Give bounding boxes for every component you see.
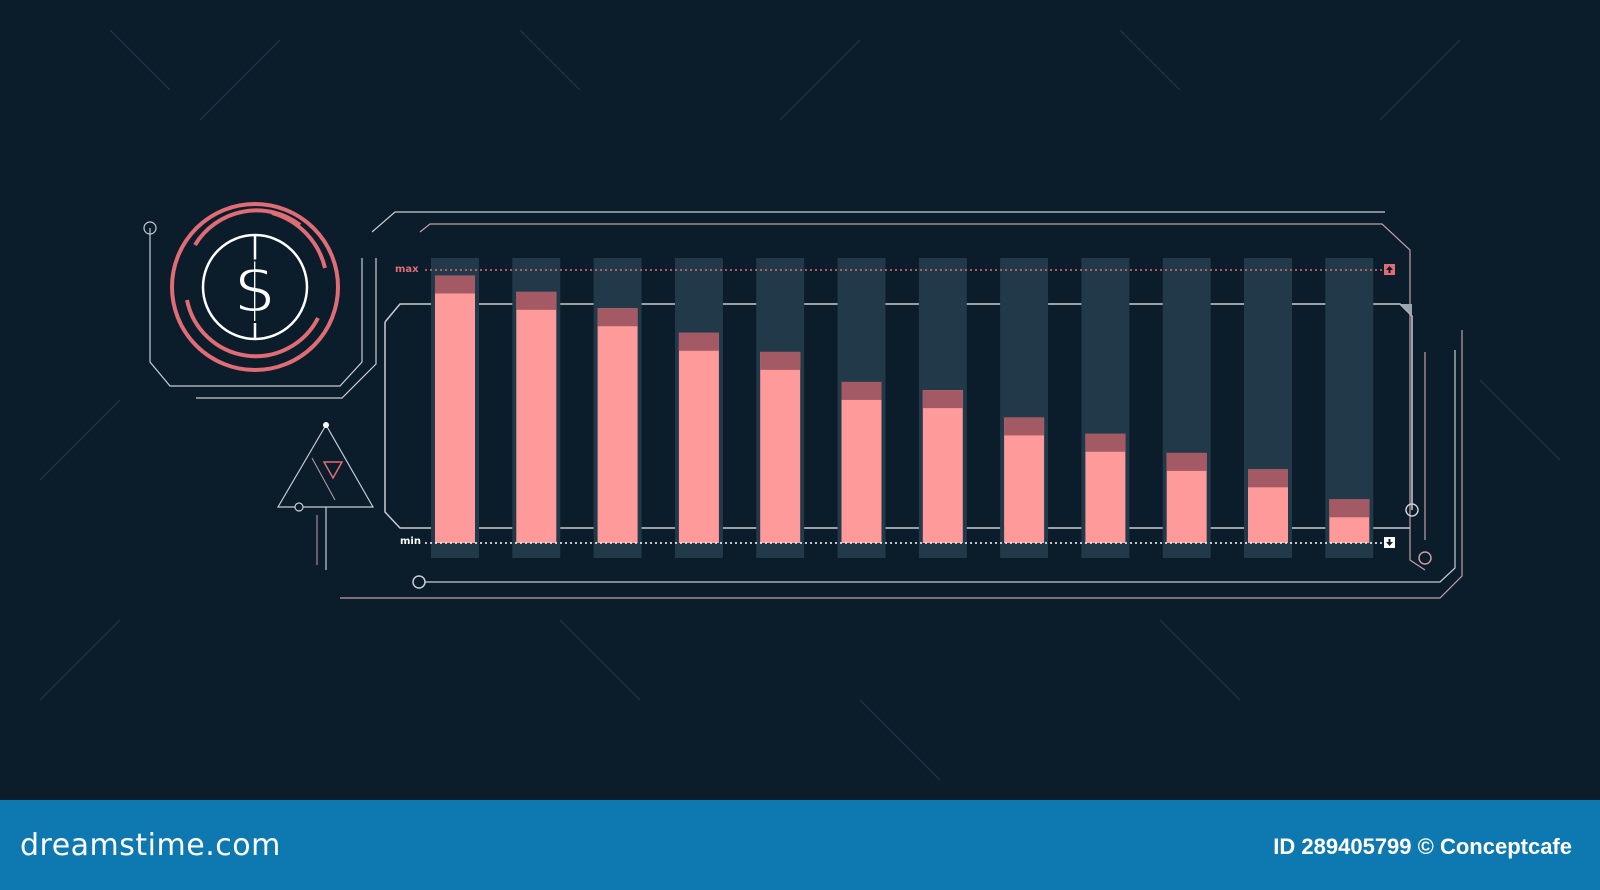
- bar-cap-12: [1329, 499, 1370, 518]
- bar-cap-3: [597, 308, 638, 327]
- bar-cap-5: [760, 351, 801, 370]
- bar-2: [516, 291, 557, 543]
- bar-cap-1: [435, 275, 475, 294]
- bar-8: [1004, 417, 1045, 543]
- bar-9: [1085, 433, 1126, 543]
- bar-7: [922, 390, 963, 543]
- bar-cap-7: [922, 390, 963, 409]
- bar-cap-2: [516, 291, 557, 310]
- arrow-down-icon: [1384, 537, 1395, 548]
- bar-cap-10: [1166, 452, 1207, 471]
- max-label: max: [395, 264, 419, 275]
- bar-5: [760, 351, 801, 543]
- dollar-coin-icon: $: [143, 202, 377, 399]
- bar-3: [597, 308, 638, 543]
- bar-cap-4: [678, 332, 719, 351]
- footer-brand[interactable]: dreamstime.com: [20, 828, 281, 863]
- footer-credit: ID 289405799 © Conceptcafe: [1273, 834, 1572, 859]
- triangle-warning-icon: [276, 422, 375, 570]
- watermark-pattern: [39, 29, 1561, 781]
- footer-bar: dreamstime.com ID 289405799 © Conceptcaf…: [0, 800, 1600, 890]
- svg-text:$: $: [233, 250, 276, 329]
- bar-6: [841, 381, 882, 543]
- bar-series: [431, 258, 1374, 558]
- bar-cap-9: [1085, 433, 1126, 452]
- bar-1: [435, 275, 475, 543]
- bar-4: [678, 332, 719, 543]
- arrow-up-icon: [1384, 264, 1395, 275]
- bar-cap-11: [1248, 469, 1288, 488]
- min-label: min: [400, 536, 421, 547]
- hud-frame: [340, 211, 1463, 599]
- bar-cap-6: [841, 381, 882, 400]
- bar-cap-8: [1004, 417, 1045, 436]
